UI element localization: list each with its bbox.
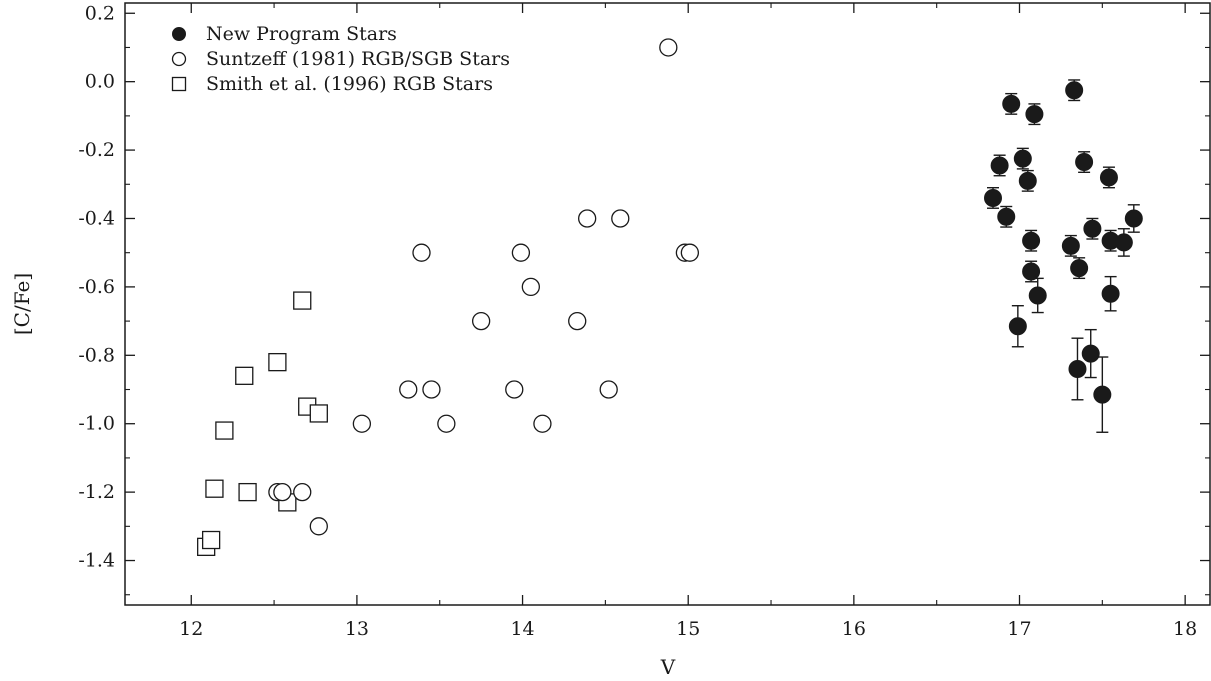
data-point [984, 188, 1002, 207]
data-point [1101, 284, 1120, 303]
data-point [437, 414, 456, 433]
data-point [399, 380, 418, 399]
data-point [205, 479, 224, 498]
legend-label: Smith et al. (1996) RGB Stars [206, 73, 493, 95]
data-point [1018, 171, 1037, 190]
y-tick-label: -1.2 [78, 481, 115, 503]
data-point [1022, 231, 1041, 250]
data-point [997, 207, 1016, 226]
plot-frame [124, 2, 1211, 606]
data-point [578, 209, 597, 228]
y-tick-label: -0.2 [78, 139, 115, 161]
data-point [521, 277, 540, 297]
data-point [1081, 344, 1100, 363]
x-axis-title: V [660, 655, 676, 679]
data-points [197, 38, 1143, 557]
data-point [1093, 385, 1112, 404]
data-point [1025, 105, 1044, 124]
data-point [215, 421, 234, 440]
y-tick-label: 0.0 [85, 71, 115, 93]
y-tick-label: -0.6 [78, 276, 115, 298]
y-tick-label: -1.4 [78, 550, 115, 572]
data-point [1013, 149, 1032, 168]
x-tick-label: 18 [1173, 618, 1197, 640]
x-axis: 12 13 14 15 16 17 18 [179, 3, 1197, 640]
data-point [273, 482, 292, 502]
data-point [1065, 81, 1084, 100]
data-point [1124, 209, 1143, 228]
data-point [505, 380, 524, 399]
y-tick-label: -1.0 [78, 413, 115, 435]
data-point [352, 414, 372, 433]
data-point [201, 530, 221, 550]
data-point [659, 38, 678, 57]
legend-marker [171, 51, 187, 67]
data-point [990, 156, 1009, 175]
data-point [611, 209, 630, 228]
data-point [235, 366, 254, 385]
x-tick-label: 14 [510, 618, 534, 640]
legend-label: Suntzeff (1981) RGB/SGB Stars [206, 48, 510, 70]
x-tick-label: 15 [676, 618, 700, 640]
data-point [1075, 153, 1094, 172]
data-point [511, 243, 531, 262]
y-tick-label: -0.8 [78, 344, 115, 366]
legend-label: New Program Stars [206, 23, 397, 45]
x-tick-label: 16 [842, 618, 866, 640]
data-point [268, 352, 287, 372]
data-point [293, 291, 312, 310]
data-point [1083, 219, 1102, 238]
data-point [1114, 233, 1133, 252]
data-point [1008, 317, 1027, 336]
x-tick-label: 13 [345, 618, 369, 640]
data-point [422, 380, 441, 399]
data-point [1061, 236, 1080, 255]
data-point [568, 311, 587, 331]
data-point [1099, 168, 1118, 187]
data-point [309, 517, 328, 536]
data-point [1002, 94, 1021, 113]
legend-marker [171, 76, 187, 92]
x-tick-label: 17 [1007, 618, 1031, 640]
data-point [293, 482, 312, 502]
y-axis-title: [C/Fe] [10, 273, 34, 335]
data-point [238, 482, 257, 502]
data-point [412, 243, 431, 262]
y-tick-label: 0.2 [85, 2, 115, 24]
data-point [1070, 259, 1089, 278]
data-point [599, 380, 618, 399]
y-tick-label: -0.4 [78, 207, 115, 229]
y-axis: 0.2 0.0 -0.2 -0.4 -0.6 -0.8 -1.0 -1.2 -1.4 [78, 2, 1210, 596]
data-point [471, 311, 491, 331]
data-point [680, 243, 700, 262]
data-point [533, 414, 552, 433]
data-point [309, 404, 328, 423]
data-point [1028, 286, 1047, 305]
data-point [1068, 359, 1087, 378]
x-tick-label: 12 [179, 618, 203, 640]
legend-marker [172, 27, 186, 41]
data-point [1022, 262, 1041, 281]
legend: New Program Stars Suntzeff (1981) RGB/SGB… [171, 23, 510, 95]
